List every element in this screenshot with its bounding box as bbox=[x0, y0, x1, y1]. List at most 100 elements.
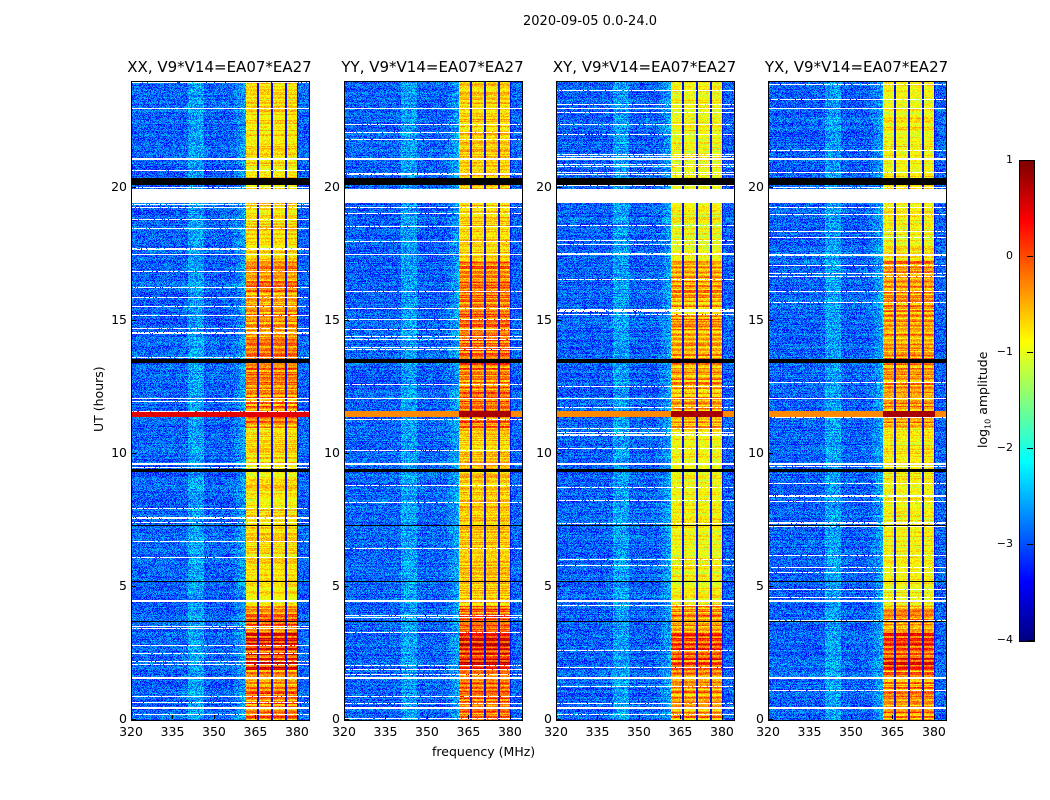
y-tick bbox=[132, 453, 136, 455]
x-tick bbox=[509, 715, 511, 719]
y-tick-label: 5 bbox=[119, 578, 127, 594]
y-tick-label: 5 bbox=[756, 578, 764, 594]
x-tick-label: 365 bbox=[456, 724, 481, 739]
y-tick bbox=[345, 453, 349, 455]
x-tick-label: 350 bbox=[839, 724, 863, 739]
panel-title: XY, V9*V14=EA07*EA27 bbox=[552, 58, 737, 76]
y-tick-label: 10 bbox=[536, 445, 552, 461]
y-tick bbox=[769, 320, 773, 322]
heatmap-panel bbox=[131, 81, 310, 721]
y-tick bbox=[345, 586, 349, 588]
y-tick bbox=[132, 320, 136, 322]
y-tick-label: 20 bbox=[111, 179, 127, 195]
y-tick-label: 0 bbox=[544, 711, 552, 726]
y-tick-label: 15 bbox=[536, 312, 552, 328]
y-tick-label: 5 bbox=[332, 578, 340, 594]
y-tick bbox=[132, 586, 136, 588]
y-tick bbox=[769, 719, 773, 720]
y-tick-label: 10 bbox=[748, 445, 764, 461]
colorbar-tick-label: −3 bbox=[996, 537, 1013, 550]
x-tick bbox=[768, 715, 769, 719]
y-tick-label: 0 bbox=[332, 711, 340, 726]
colorbar bbox=[1019, 160, 1035, 642]
colorbar-tick bbox=[1027, 544, 1033, 545]
x-axis-label: frequency (MHz) bbox=[432, 744, 536, 759]
y-tick-label: 15 bbox=[748, 312, 764, 328]
x-tick-label: 335 bbox=[797, 724, 822, 739]
y-tick bbox=[345, 719, 349, 720]
y-tick bbox=[769, 586, 773, 588]
colorbar-tick bbox=[1027, 640, 1033, 641]
y-tick-label: 15 bbox=[111, 312, 127, 328]
x-tick bbox=[892, 715, 894, 719]
figure-title: 2020-09-05 0.0-24.0 bbox=[523, 14, 657, 29]
x-tick-label: 365 bbox=[243, 724, 268, 739]
colorbar-tick bbox=[1027, 448, 1033, 449]
y-tick bbox=[769, 453, 773, 455]
x-tick bbox=[680, 715, 682, 719]
x-tick bbox=[172, 715, 174, 719]
y-tick-label: 10 bbox=[111, 445, 127, 461]
x-tick bbox=[213, 715, 215, 719]
x-tick bbox=[468, 715, 470, 719]
y-tick bbox=[557, 187, 561, 189]
x-tick-label: 350 bbox=[627, 724, 651, 739]
x-tick-label: 380 bbox=[710, 724, 734, 739]
x-tick-label: 320 bbox=[544, 724, 568, 739]
y-tick-label: 20 bbox=[748, 179, 764, 195]
x-tick bbox=[809, 715, 811, 719]
colorbar-tick-label: 1 bbox=[1006, 153, 1013, 166]
colorbar-label: log10 amplitude bbox=[975, 351, 993, 448]
colorbar-tick-label: −2 bbox=[996, 441, 1013, 454]
x-tick bbox=[131, 715, 132, 719]
x-tick-label: 320 bbox=[756, 724, 780, 739]
colorbar-tick bbox=[1027, 160, 1033, 161]
x-tick bbox=[850, 715, 852, 719]
y-tick-label: 10 bbox=[324, 445, 340, 461]
y-tick bbox=[345, 320, 349, 322]
panel-title: YX, V9*V14=EA07*EA27 bbox=[764, 58, 949, 76]
x-tick bbox=[385, 715, 387, 719]
colorbar-tick-label: −4 bbox=[996, 633, 1013, 646]
x-tick bbox=[296, 715, 298, 719]
x-tick bbox=[426, 715, 428, 719]
x-tick-label: 380 bbox=[285, 724, 309, 739]
y-tick-label: 5 bbox=[544, 578, 552, 594]
x-tick bbox=[933, 715, 935, 719]
heatmap-panel bbox=[344, 81, 523, 721]
y-tick-label: 0 bbox=[119, 711, 127, 726]
x-tick-label: 335 bbox=[160, 724, 185, 739]
x-tick bbox=[597, 715, 599, 719]
x-tick bbox=[255, 715, 257, 719]
y-tick bbox=[132, 719, 136, 720]
x-tick-label: 350 bbox=[415, 724, 439, 739]
colorbar-tick-label: −1 bbox=[996, 345, 1013, 358]
y-tick bbox=[557, 586, 561, 588]
x-tick-label: 350 bbox=[202, 724, 226, 739]
x-tick-label: 320 bbox=[332, 724, 356, 739]
y-tick bbox=[345, 187, 349, 189]
x-tick-label: 365 bbox=[880, 724, 905, 739]
y-tick-label: 0 bbox=[756, 711, 764, 726]
y-tick bbox=[132, 187, 136, 189]
x-tick bbox=[344, 715, 345, 719]
x-tick-label: 320 bbox=[119, 724, 143, 739]
x-tick bbox=[556, 715, 557, 719]
x-tick-label: 365 bbox=[668, 724, 693, 739]
y-tick-label: 20 bbox=[536, 179, 552, 195]
colorbar-tick bbox=[1027, 256, 1033, 257]
x-tick-label: 380 bbox=[498, 724, 522, 739]
x-tick bbox=[721, 715, 723, 719]
y-tick bbox=[557, 453, 561, 455]
x-tick-label: 335 bbox=[373, 724, 398, 739]
y-tick-label: 20 bbox=[324, 179, 340, 195]
panel-title: YY, V9*V14=EA07*EA27 bbox=[341, 58, 524, 76]
y-tick-label: 15 bbox=[324, 312, 340, 328]
heatmap-panel bbox=[556, 81, 735, 721]
y-tick bbox=[769, 187, 773, 189]
x-tick-label: 335 bbox=[585, 724, 610, 739]
panel-title: XX, V9*V14=EA07*EA27 bbox=[127, 58, 312, 76]
colorbar-tick bbox=[1027, 352, 1033, 353]
y-tick bbox=[557, 719, 561, 720]
